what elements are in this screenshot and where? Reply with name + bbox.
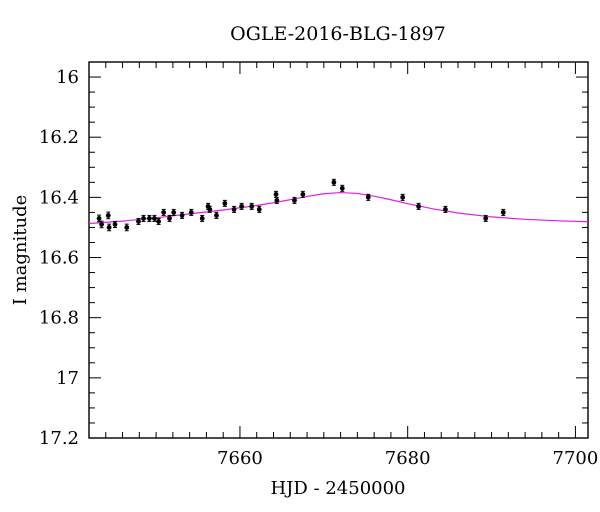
data-point <box>106 225 112 230</box>
data-point <box>171 210 177 215</box>
data-point <box>105 213 111 218</box>
axis-ticks <box>88 61 588 439</box>
x-tick-label: 7680 <box>385 448 431 469</box>
data-point <box>273 191 279 197</box>
y-axis-tick-labels: 16 16.2 16.4 16.6 16.8 17 17.2 <box>39 67 79 449</box>
data-point <box>400 194 406 200</box>
model-curve <box>88 191 589 225</box>
data-point <box>249 203 255 209</box>
model-curve-line <box>88 191 589 225</box>
data-point <box>239 203 245 209</box>
data-point <box>365 194 371 200</box>
data-point <box>112 222 118 227</box>
data-point <box>146 216 152 221</box>
data-point <box>416 203 421 209</box>
data-point <box>188 210 194 215</box>
data-point <box>156 219 162 224</box>
x-axis-label: HJD - 2450000 <box>270 478 405 499</box>
data-point <box>231 206 237 212</box>
chart-title: OGLE-2016-BLG-1897 <box>230 23 446 45</box>
data-point <box>214 213 219 218</box>
data-point <box>136 219 141 224</box>
data-point <box>207 206 213 212</box>
data-point <box>331 179 337 185</box>
data-point <box>292 197 297 203</box>
data-point <box>99 222 104 227</box>
data-point <box>199 216 205 221</box>
data-point <box>443 206 448 212</box>
y-tick-label: 16.8 <box>39 308 79 329</box>
data-point <box>124 225 130 230</box>
data-point <box>256 206 262 212</box>
y-tick-label: 16.4 <box>39 187 79 208</box>
data-point <box>167 216 172 221</box>
x-axis-tick-labels: 7660 7680 7700 <box>217 448 598 469</box>
data-point <box>152 216 157 221</box>
data-point <box>300 191 306 197</box>
data-point <box>274 197 280 203</box>
data-points <box>96 178 506 232</box>
y-tick-label: 16 <box>56 67 79 88</box>
data-point <box>483 216 489 221</box>
y-tick-label: 17.2 <box>39 428 79 449</box>
plot-frame <box>88 61 589 439</box>
x-tick-label: 7660 <box>217 448 263 469</box>
data-point <box>500 210 506 215</box>
y-tick-label: 16.6 <box>39 248 79 269</box>
data-point <box>141 216 146 221</box>
data-point <box>222 200 228 206</box>
y-tick-label: 17 <box>56 368 79 389</box>
y-tick-label: 16.2 <box>39 127 79 148</box>
x-tick-label: 7700 <box>553 448 599 469</box>
y-axis-label: I magnitude <box>10 195 31 306</box>
data-point <box>96 216 102 221</box>
data-point <box>161 210 167 215</box>
data-point <box>339 185 345 191</box>
data-point <box>179 213 185 218</box>
